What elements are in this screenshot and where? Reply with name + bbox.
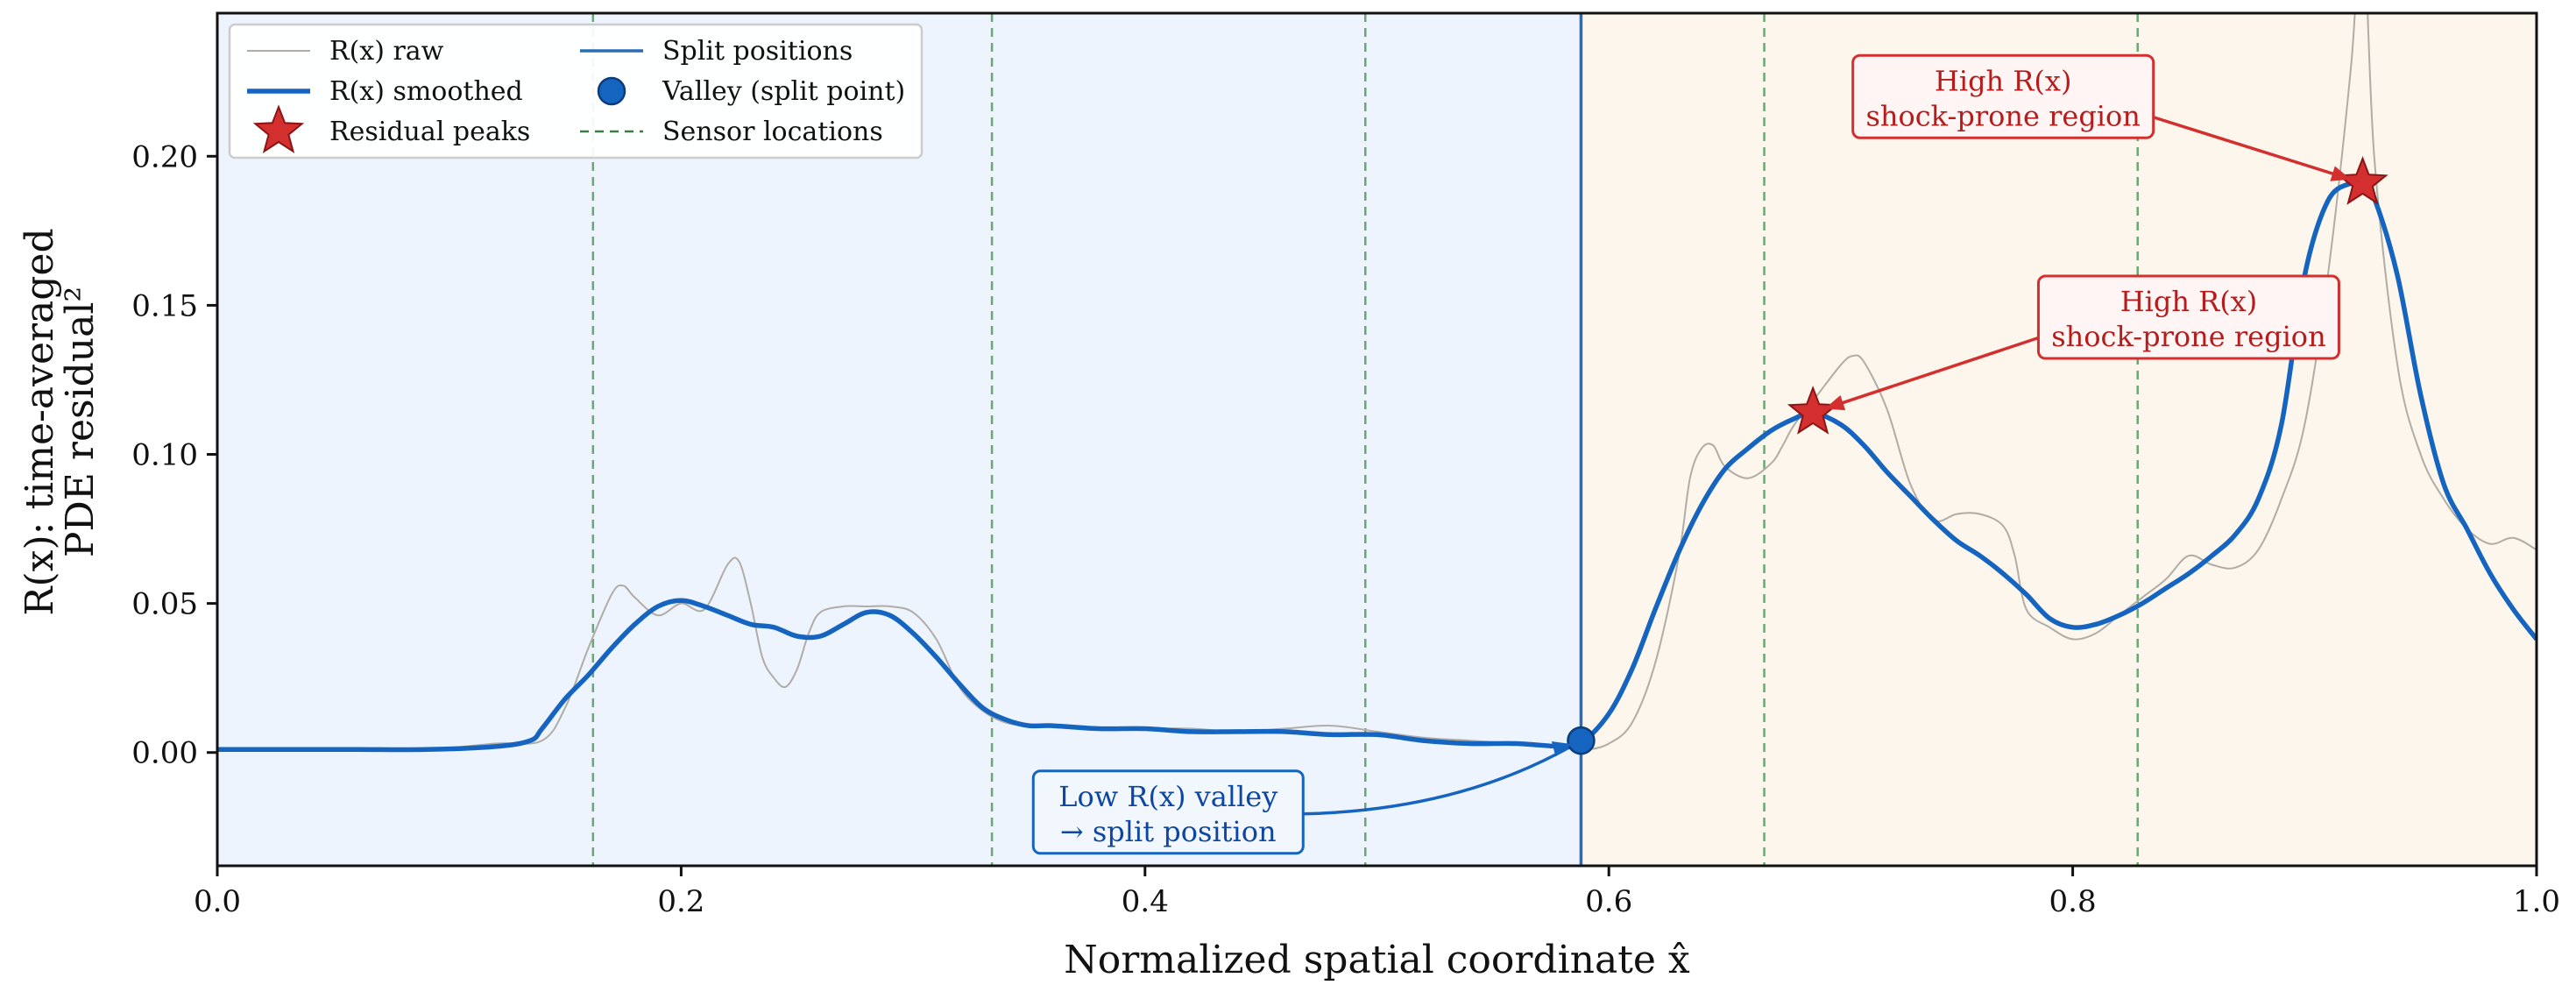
legend-label-1: R(x) smoothed [329,76,523,107]
legend-label-3: Split positions [662,36,853,67]
markers [1567,156,2388,755]
y-axis-label-line-2: PDE residual² [58,287,103,557]
legend-swatch-2 [252,104,305,153]
annotation-box-2 [1031,769,1305,855]
x-tick-label-0: 0.0 [194,884,241,919]
raw-series-line [217,13,2537,751]
annotation-text-2-1: → split position [1060,815,1277,848]
region-1 [1581,13,2537,866]
annotation-arrow-2 [1303,746,1570,816]
x-tick-label-5: 1.0 [2513,884,2560,919]
valley-marker [1567,726,1596,755]
y-tick-label-3: 0.15 [131,288,198,323]
x-axis-label: Normalized spatial coordinate x̂ [1064,938,1690,982]
y-tick-label-2: 0.10 [131,438,198,473]
series-lines [217,13,2537,753]
y-tick-label-0: 0.00 [131,736,198,771]
annotation-box-0 [1851,53,2155,139]
x-tick-label-4: 0.8 [2049,884,2097,919]
annotation-text-0-1: shock-prone region [1865,99,2140,132]
annotation-text-1-1: shock-prone region [2051,320,2325,353]
y-axis-label-line-1: R(x): time-averaged [18,228,62,615]
legend-label-0: R(x) raw [329,36,444,67]
legend-box [228,23,924,159]
annotation-arrowhead-0 [2330,166,2352,181]
y-tick-label-4: 0.20 [131,139,198,174]
annotation-text-0-0: High R(x) [1935,64,2072,97]
annotation-arrowhead-1 [1824,395,1846,411]
legend: R(x) raw R(x) smoothed Residual peaks Split… [228,23,924,159]
annotation-arrowhead-2 [1551,741,1573,757]
legend-swatch-4 [597,76,626,106]
plot-frame [216,11,2538,868]
x-tick-label-2: 0.4 [1122,884,1169,919]
legend-label-4: Valley (split point) [662,76,905,107]
x-tick-label-3: 0.6 [1585,884,1632,919]
legend-label-2: Residual peaks [329,117,530,147]
y-axis: 0.00 0.05 0.10 0.15 0.20 [131,139,217,771]
annotation-box-1 [2036,274,2340,360]
smoothed-series-line [217,178,2537,753]
annotation-arrow-1 [1830,336,2040,408]
annotation-text-2-0: Low R(x) valley [1058,780,1277,813]
legend-label-5: Sensor locations [662,117,883,147]
x-tick-label-1: 0.2 [657,884,704,919]
x-axis: 0.0 0.2 0.4 0.6 0.8 1.0 [194,866,2560,919]
annotation-arrow-0 [2153,116,2346,179]
y-tick-label-1: 0.05 [131,587,198,622]
annotation-text-1-0: High R(x) [2120,285,2258,318]
